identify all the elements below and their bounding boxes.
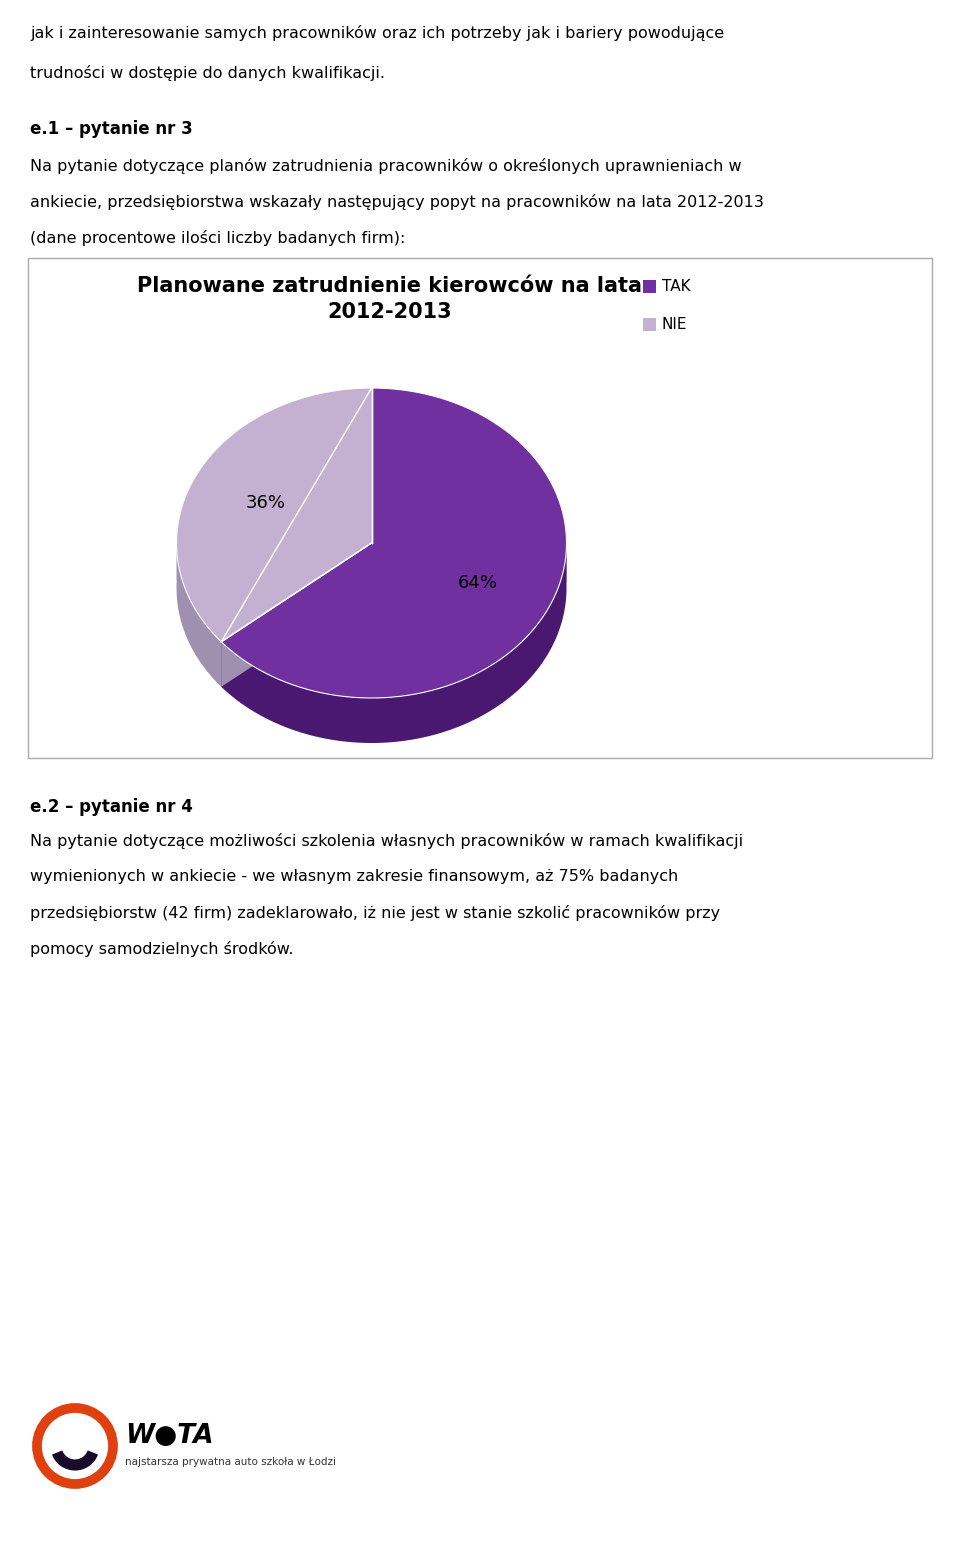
Bar	[643, 280, 656, 293]
Text: przedsiębiorstw (42 firm) zadeklarowało, iż nie jest w stanie szkolić pracownikó: przedsiębiorstw (42 firm) zadeklarowało,…	[30, 905, 720, 922]
Text: e.2 – pytanie nr 4: e.2 – pytanie nr 4	[30, 798, 193, 817]
Text: ankiecie, przedsiębiorstwa wskazały następujący popyt na pracowników na lata 201: ankiecie, przedsiębiorstwa wskazały nast…	[30, 194, 764, 210]
Text: NIE: NIE	[661, 317, 687, 331]
Text: jak i zainteresowanie samych pracowników oraz ich potrzeby jak i bariery powoduj: jak i zainteresowanie samych pracowników…	[30, 25, 724, 42]
Text: 64%: 64%	[457, 573, 497, 592]
Text: Na pytanie dotyczące planów zatrudnienia pracowników o określonych uprawnieniach: Na pytanie dotyczące planów zatrudnienia…	[30, 159, 742, 174]
Text: 2012-2013: 2012-2013	[327, 302, 452, 322]
Polygon shape	[177, 536, 372, 589]
Bar	[28, 257, 932, 758]
Text: e.1 – pytanie nr 3: e.1 – pytanie nr 3	[30, 120, 193, 139]
Polygon shape	[177, 536, 221, 687]
Polygon shape	[221, 538, 566, 743]
Bar	[643, 317, 656, 331]
Text: najstarsza prywatna auto szkoła w Łodzi: najstarsza prywatna auto szkoła w Łodzi	[125, 1456, 336, 1467]
Text: W●TA: W●TA	[125, 1422, 213, 1449]
Polygon shape	[372, 538, 566, 589]
Polygon shape	[221, 542, 372, 687]
Text: Na pytanie dotyczące możliwości szkolenia własnych pracowników w ramach kwalifik: Na pytanie dotyczące możliwości szkoleni…	[30, 834, 743, 849]
Text: pomocy samodzielnych środków.: pomocy samodzielnych środków.	[30, 942, 294, 957]
Polygon shape	[177, 388, 372, 641]
Text: Planowane zatrudnienie kierowców na lata: Planowane zatrudnienie kierowców na lata	[137, 276, 642, 296]
Circle shape	[37, 1408, 113, 1484]
Text: wymienionych w ankiecie - we własnym zakresie finansowym, aż 75% badanych: wymienionych w ankiecie - we własnym zak…	[30, 869, 679, 885]
Polygon shape	[221, 542, 372, 687]
Text: 36%: 36%	[246, 495, 286, 513]
Polygon shape	[221, 388, 566, 698]
Text: trudności w dostępie do danych kwalifikacji.: trudności w dostępie do danych kwalifika…	[30, 65, 385, 82]
Text: TAK: TAK	[661, 279, 690, 294]
Text: (dane procentowe ilości liczby badanych firm):: (dane procentowe ilości liczby badanych …	[30, 230, 405, 247]
